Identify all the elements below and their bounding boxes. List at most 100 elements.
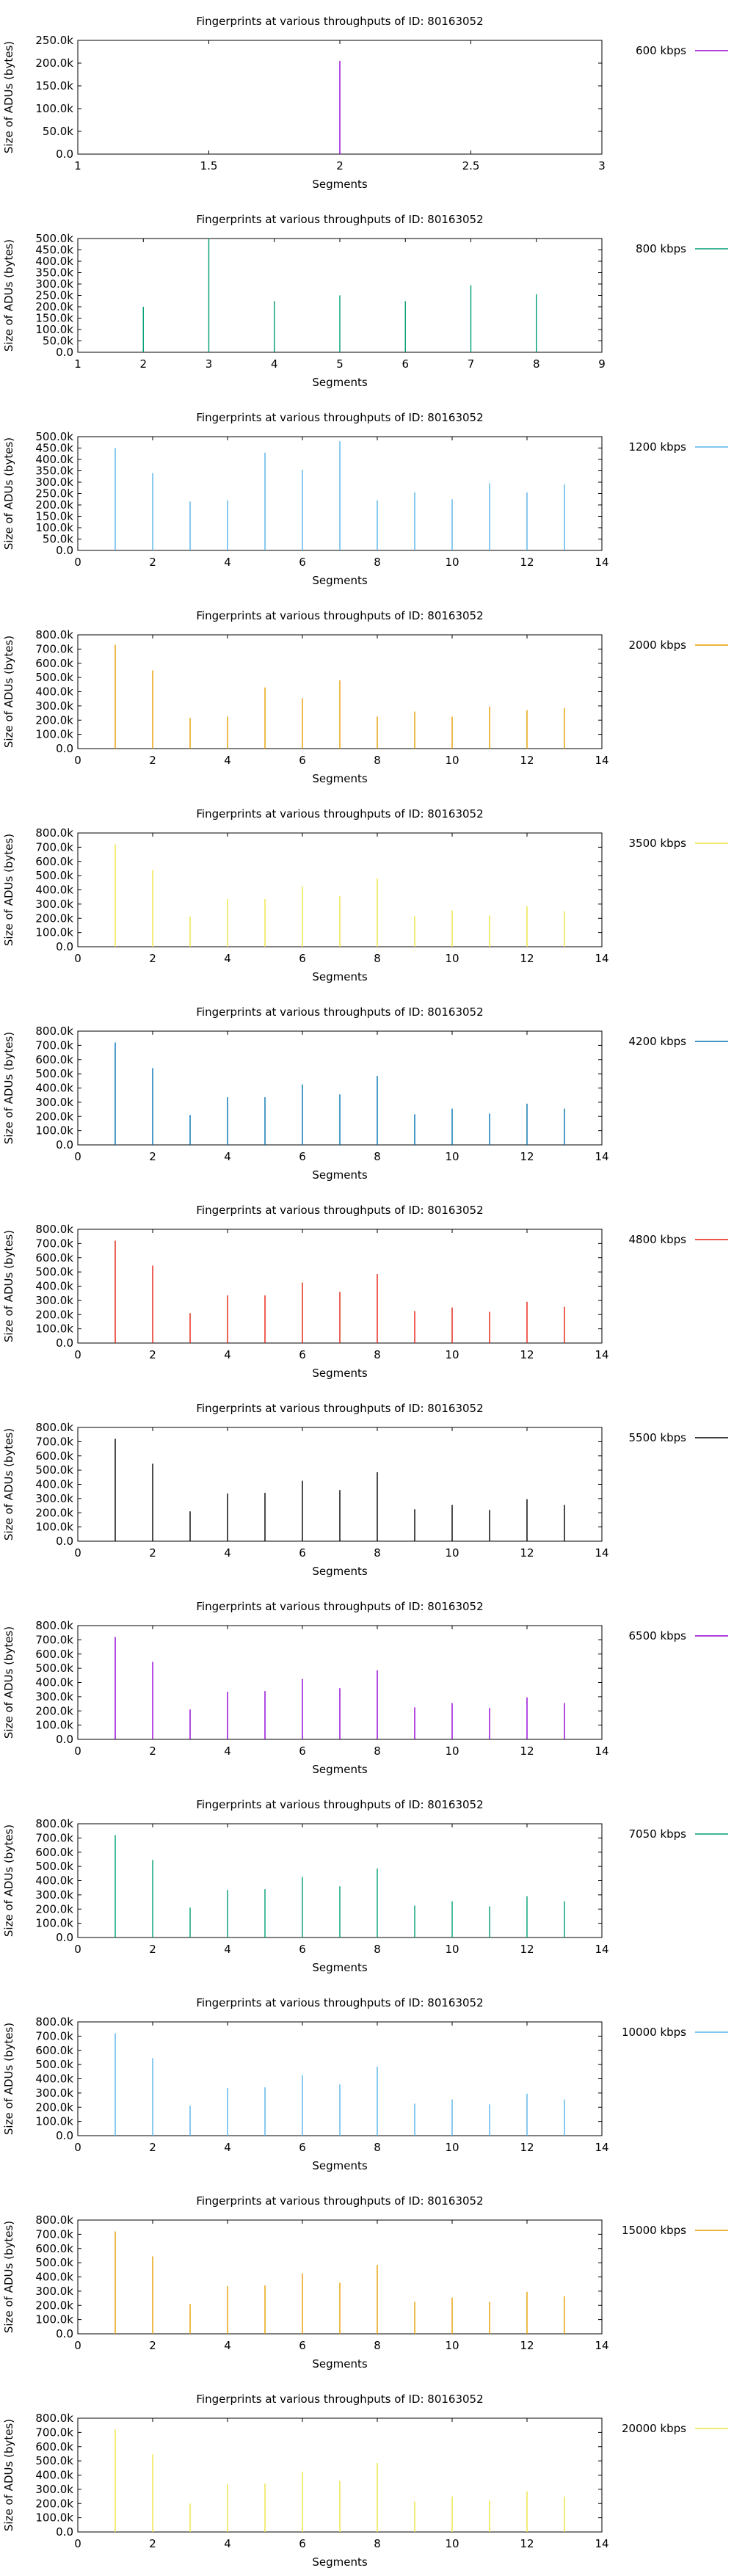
x-tick-label: 6 — [299, 754, 306, 767]
y-tick-label: 350.0k — [35, 266, 73, 280]
y-axis-label: Size of ADUs (bytes) — [2, 1230, 15, 1342]
y-tick-label: 200.0k — [35, 2299, 73, 2312]
x-tick-label: 2 — [149, 2339, 156, 2352]
x-tick-label: 2 — [149, 1348, 156, 1361]
x-tick-label: 4 — [224, 952, 231, 965]
chart-title: Fingerprints at various throughputs of I… — [196, 1600, 483, 1613]
y-tick-label: 150.0k — [35, 312, 73, 325]
x-tick-label: 14 — [595, 2339, 608, 2352]
y-tick-label: 100.0k — [35, 1917, 73, 1930]
x-tick-label: 3 — [206, 357, 213, 371]
y-axis-label: Size of ADUs (bytes) — [2, 834, 15, 946]
y-tick-label: 600.0k — [35, 2044, 73, 2057]
y-tick-label: 450.0k — [35, 244, 73, 257]
x-axis-label: Segments — [312, 1565, 368, 1578]
x-tick-label: 4 — [224, 2339, 231, 2352]
x-tick-label: 8 — [374, 2141, 381, 2154]
x-tick-label: 4 — [224, 2537, 231, 2550]
x-tick-label: 8 — [374, 1744, 381, 1758]
y-axis-label: Size of ADUs (bytes) — [2, 2419, 15, 2531]
y-tick-label: 100.0k — [35, 323, 73, 336]
x-tick-label: 10 — [445, 1744, 459, 1758]
y-tick-label: 500.0k — [35, 1860, 73, 1873]
y-tick-label: 800.0k — [35, 2213, 73, 2227]
y-axis-label: Size of ADUs (bytes) — [2, 1824, 15, 1937]
y-tick-label: 800.0k — [35, 1619, 73, 1632]
x-tick-label: 4 — [224, 1744, 231, 1758]
y-tick-label: 300.0k — [35, 476, 73, 489]
y-tick-label: 0.0 — [56, 2327, 73, 2340]
x-tick-label: 12 — [520, 1150, 534, 1163]
y-tick-label: 0.0 — [56, 346, 73, 359]
x-tick-label: 14 — [595, 1150, 608, 1163]
y-tick-label: 800.0k — [35, 1421, 73, 1434]
y-tick-label: 300.0k — [35, 699, 73, 713]
x-tick-label: 6 — [299, 2537, 306, 2550]
y-tick-label: 150.0k — [35, 510, 73, 523]
x-axis-label: Segments — [312, 2357, 368, 2371]
y-tick-label: 100.0k — [35, 1124, 73, 1138]
y-tick-label: 0.0 — [56, 1336, 73, 1350]
legend-label: 10000 kbps — [622, 2026, 686, 2039]
x-tick-label: 8 — [374, 952, 381, 965]
y-tick-label: 50.0k — [43, 125, 73, 138]
y-tick-label: 800.0k — [35, 2015, 73, 2029]
y-tick-label: 100.0k — [35, 728, 73, 741]
chart-panel: Fingerprints at various throughputs of I… — [0, 1387, 734, 1585]
x-tick-label: 2 — [336, 159, 344, 172]
y-tick-label: 400.0k — [35, 1874, 73, 1888]
x-tick-label: 12 — [520, 2537, 534, 2550]
x-tick-label: 8 — [374, 1150, 381, 1163]
chart-panel: Fingerprints at various throughputs of I… — [0, 793, 734, 991]
y-tick-label: 700.0k — [35, 1435, 73, 1448]
chart-title: Fingerprints at various throughputs of I… — [196, 807, 483, 821]
x-tick-label: 4 — [224, 1943, 231, 1956]
x-tick-label: 1 — [74, 159, 81, 172]
chart-panel: Fingerprints at various throughputs of I… — [0, 2378, 734, 2576]
legend-label: 4200 kbps — [629, 1035, 687, 1048]
y-tick-label: 700.0k — [35, 1633, 73, 1646]
y-tick-label: 800.0k — [35, 2412, 73, 2425]
y-tick-label: 200.0k — [35, 2497, 73, 2510]
x-axis-label: Segments — [312, 574, 368, 587]
x-tick-label: 3 — [598, 159, 606, 172]
x-tick-label: 14 — [595, 1348, 608, 1361]
x-tick-label: 10 — [445, 556, 459, 569]
chart-title: Fingerprints at various throughputs of I… — [196, 2393, 483, 2406]
y-tick-label: 0.0 — [56, 544, 73, 557]
y-tick-label: 0.0 — [56, 940, 73, 953]
y-tick-label: 500.0k — [35, 2058, 73, 2071]
x-tick-label: 12 — [520, 1744, 534, 1758]
y-tick-label: 0.0 — [56, 148, 73, 161]
y-tick-label: 400.0k — [35, 685, 73, 699]
y-tick-label: 0.0 — [56, 1138, 73, 1151]
x-tick-label: 12 — [520, 1546, 534, 1560]
y-tick-label: 100.0k — [35, 102, 73, 115]
chart-svg: Fingerprints at various throughputs of I… — [2, 1005, 728, 1182]
x-tick-label: 6 — [299, 1943, 306, 1956]
x-tick-label: 6 — [299, 952, 306, 965]
x-tick-label: 12 — [520, 2141, 534, 2154]
y-tick-label: 300.0k — [35, 1294, 73, 1307]
x-tick-label: 10 — [445, 952, 459, 965]
y-tick-label: 500.0k — [35, 671, 73, 684]
chart-svg: Fingerprints at various throughputs of I… — [2, 2194, 728, 2371]
x-axis-label: Segments — [312, 1367, 368, 1380]
x-tick-label: 8 — [374, 1943, 381, 1956]
y-tick-label: 500.0k — [35, 1265, 73, 1278]
y-tick-label: 0.0 — [56, 2525, 73, 2539]
y-tick-label: 300.0k — [35, 277, 73, 291]
x-tick-label: 0 — [74, 556, 81, 569]
y-tick-label: 400.0k — [35, 1280, 73, 1293]
y-tick-label: 400.0k — [35, 2469, 73, 2482]
y-tick-label: 100.0k — [35, 1322, 73, 1336]
x-tick-label: 2 — [149, 2141, 156, 2154]
y-axis-label: Size of ADUs (bytes) — [2, 239, 15, 352]
x-tick-label: 12 — [520, 556, 534, 569]
chart-panel: Fingerprints at various throughputs of I… — [0, 198, 734, 396]
y-tick-label: 400.0k — [35, 1676, 73, 1689]
chart-svg: Fingerprints at various throughputs of I… — [2, 1402, 728, 1578]
y-axis-label: Size of ADUs (bytes) — [2, 1626, 15, 1739]
x-axis-label: Segments — [312, 1961, 368, 1974]
x-tick-label: 2 — [149, 1744, 156, 1758]
